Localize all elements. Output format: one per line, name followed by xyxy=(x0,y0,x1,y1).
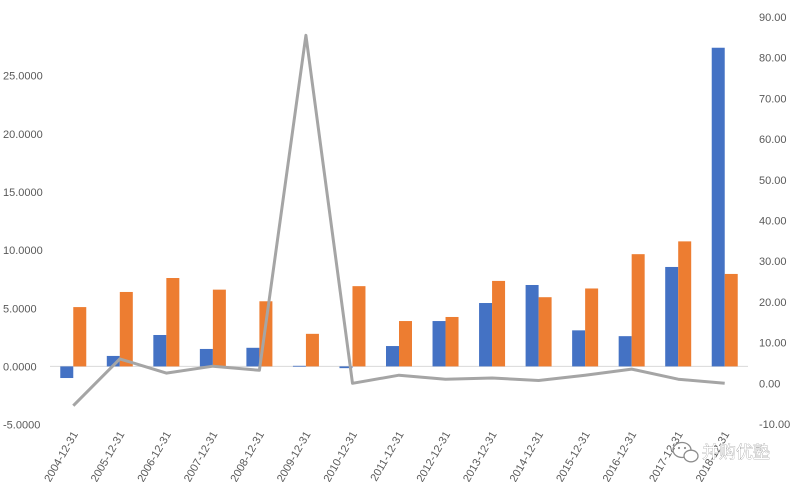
bar xyxy=(399,321,412,367)
bar xyxy=(678,241,692,367)
left-tick-label: 0.0000 xyxy=(3,361,37,373)
bar xyxy=(352,286,366,367)
right-tick-label: 10.00 xyxy=(759,338,787,350)
left-tick-label: 25.0000 xyxy=(3,71,43,83)
x-tick-label: 2015-12-31 xyxy=(554,430,593,482)
bar xyxy=(432,321,446,367)
left-axis-ticks: -5.0000 0.0000 5.0000 10.0000 15.0000 20.0000… xyxy=(3,71,43,432)
x-tick-label: 2008-12-31 xyxy=(228,430,267,482)
bar xyxy=(665,266,679,367)
bar xyxy=(106,355,120,367)
bar xyxy=(585,288,599,367)
left-tick-label: 5.0000 xyxy=(3,303,37,315)
x-tick-label: 2011-12-31 xyxy=(368,430,406,482)
right-tick-label: 90.00 xyxy=(759,12,787,24)
wechat-icon xyxy=(672,441,699,463)
right-tick-label: -10.00 xyxy=(759,419,790,431)
bar xyxy=(199,348,213,367)
x-tick-label: 2014-12-31 xyxy=(508,430,547,482)
x-tick-label: 2006-12-31 xyxy=(135,430,174,482)
bar xyxy=(492,280,506,367)
bar xyxy=(572,330,586,367)
left-tick-label: 15.0000 xyxy=(3,187,43,199)
bar xyxy=(525,284,539,367)
right-tick-label: 50.00 xyxy=(759,175,787,187)
x-tick-label: 2013-12-31 xyxy=(461,430,500,482)
left-tick-label: -5.0000 xyxy=(3,420,40,432)
right-tick-label: 60.00 xyxy=(759,134,787,146)
x-tick-label: 2010-12-31 xyxy=(322,430,361,482)
bar xyxy=(711,47,725,367)
x-axis-ticks: 2004-12-31 2005-12-31 2006-12-31 2007-12-31… xyxy=(42,430,732,482)
x-tick-label: 2017-12-31 xyxy=(647,430,686,482)
right-tick-label: 80.00 xyxy=(759,53,787,65)
bar xyxy=(305,333,319,367)
bar xyxy=(212,289,226,367)
right-axis-ticks: -10.00 0.00 10.00 20.00 30.00 40.00 50.00 60.00… xyxy=(759,12,790,431)
bar xyxy=(386,346,399,367)
x-tick-label: 2004-12-31 xyxy=(42,430,81,482)
bar xyxy=(631,254,645,367)
bar xyxy=(479,303,493,367)
bar xyxy=(724,273,738,367)
bar xyxy=(153,334,167,367)
bar xyxy=(73,307,87,367)
bar-series xyxy=(60,47,738,379)
right-tick-label: 20.00 xyxy=(759,297,787,309)
watermark-text: 并购优塾 xyxy=(702,442,770,463)
right-tick-label: 0.00 xyxy=(759,378,780,390)
x-tick-label: 2009-12-31 xyxy=(275,430,314,482)
bar xyxy=(292,365,306,367)
left-tick-label: 10.0000 xyxy=(3,245,43,257)
line-series xyxy=(72,33,725,407)
right-tick-label: 40.00 xyxy=(759,216,787,228)
right-tick-label: 70.00 xyxy=(759,93,787,105)
left-tick-label: 20.0000 xyxy=(3,129,43,141)
bar xyxy=(60,366,74,379)
x-tick-label: 2005-12-31 xyxy=(89,430,128,482)
x-tick-label: 2016-12-31 xyxy=(601,430,640,482)
right-tick-label: 30.00 xyxy=(759,256,787,268)
bar xyxy=(166,278,180,367)
bar xyxy=(246,347,260,367)
x-tick-label: 2012-12-31 xyxy=(415,430,454,482)
bar xyxy=(445,316,459,367)
bar xyxy=(538,297,552,367)
bar xyxy=(339,366,353,369)
x-tick-label: 2007-12-31 xyxy=(182,430,221,482)
bar xyxy=(618,336,632,367)
watermark: 并购优塾 xyxy=(672,441,770,463)
bar xyxy=(119,291,133,367)
